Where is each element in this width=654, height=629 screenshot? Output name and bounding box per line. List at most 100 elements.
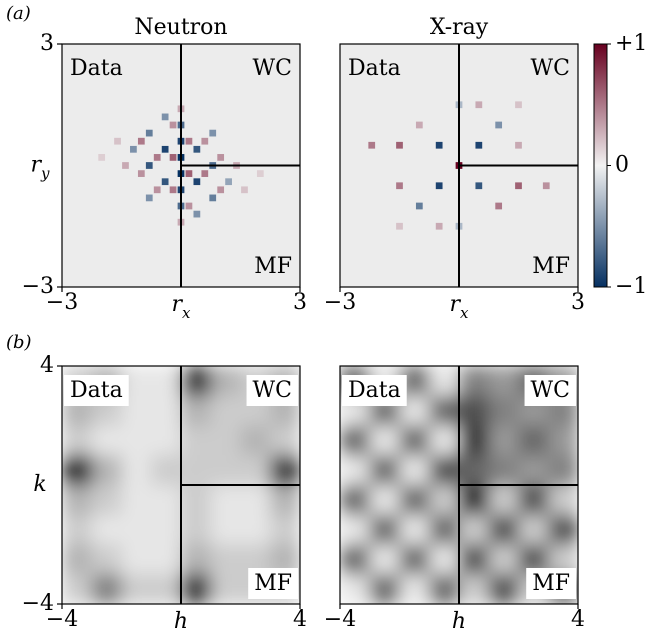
- spot: [169, 121, 177, 129]
- cell: [151, 544, 182, 575]
- cell: [369, 455, 400, 486]
- spot: [475, 182, 483, 190]
- label-part: y: [40, 165, 50, 183]
- spot: [435, 222, 443, 230]
- plot-frame: [61, 365, 301, 605]
- y-axis-label: k: [33, 472, 46, 497]
- cell: [548, 514, 578, 545]
- annotation: MF: [532, 571, 570, 596]
- spot: [114, 137, 121, 145]
- cell: [488, 395, 519, 426]
- cell: [340, 425, 371, 456]
- cell: [62, 514, 93, 545]
- cell: [210, 514, 241, 545]
- cell: [399, 455, 430, 486]
- plot-frame: [61, 43, 301, 288]
- spot: [193, 145, 201, 153]
- cell: [181, 425, 212, 456]
- spot: [495, 121, 503, 129]
- label-part: x: [182, 304, 191, 322]
- spot: [185, 170, 193, 177]
- x-tick-label: 3: [571, 290, 585, 315]
- cell: [340, 574, 371, 604]
- y-tick-label: 3: [40, 31, 54, 56]
- colorbar-tick-label: 0: [615, 153, 629, 178]
- cell: [151, 425, 182, 456]
- x-tick-label: 4: [571, 607, 585, 629]
- cell: [121, 544, 152, 575]
- cell: [459, 366, 490, 397]
- cell: [340, 544, 371, 575]
- cell: [548, 485, 578, 516]
- cell: [181, 485, 212, 516]
- cell: [181, 395, 212, 426]
- cell: [518, 425, 549, 456]
- y-tick-label: −4: [22, 591, 54, 616]
- cell: [340, 455, 371, 486]
- label-part: r: [172, 292, 184, 317]
- spot: [137, 170, 145, 177]
- cell: [459, 514, 490, 545]
- cell: [181, 544, 212, 575]
- spot: [153, 154, 161, 161]
- cell: [369, 574, 400, 604]
- spot: [515, 182, 522, 190]
- cell: [91, 574, 122, 604]
- x-tick-label: 4: [293, 607, 307, 629]
- spot: [217, 154, 225, 161]
- cell: [429, 544, 460, 575]
- cell: [340, 485, 371, 516]
- colorbar-tick-label: −1: [615, 274, 647, 299]
- cell: [488, 544, 519, 575]
- annotation: Data: [348, 378, 401, 403]
- x-tick-label: −4: [46, 607, 78, 629]
- cell: [518, 455, 549, 486]
- cell: [429, 395, 460, 426]
- spot: [98, 154, 106, 161]
- spot: [209, 194, 217, 202]
- cell: [270, 485, 300, 516]
- cell: [488, 485, 519, 516]
- cell: [270, 455, 300, 486]
- image: [340, 366, 578, 604]
- label-part: h: [174, 609, 188, 629]
- x-tick-label: −4: [324, 607, 356, 629]
- spot: [122, 162, 129, 169]
- cell: [210, 455, 241, 486]
- cell: [121, 455, 152, 486]
- cell: [399, 485, 430, 516]
- annotation: WC: [253, 56, 292, 81]
- cell: [369, 514, 400, 545]
- spot: [161, 113, 169, 121]
- annotation: MF: [254, 571, 292, 596]
- cell: [151, 514, 182, 545]
- spot: [225, 178, 232, 186]
- x-axis-label: rx: [450, 292, 470, 322]
- cell: [429, 574, 460, 604]
- annotation-background: [248, 568, 298, 599]
- cell: [459, 395, 490, 426]
- cell: [488, 455, 519, 486]
- cell: [91, 455, 122, 486]
- annotation-background: [64, 375, 129, 406]
- cell: [210, 395, 241, 426]
- image: [62, 366, 300, 604]
- x-axis-label: rx: [172, 292, 192, 322]
- panel-label: (b): [6, 332, 32, 353]
- spot: [201, 137, 209, 145]
- cell: [210, 366, 241, 397]
- spot: [217, 186, 225, 194]
- cell: [369, 485, 400, 516]
- spot: [185, 202, 193, 210]
- plot-frame: [339, 365, 579, 605]
- label-part: r: [30, 153, 42, 178]
- plot-area: [62, 44, 300, 287]
- cell: [121, 425, 152, 456]
- spot: [475, 101, 483, 109]
- cell: [91, 485, 122, 516]
- colorbar-tick-label: +1: [615, 31, 647, 56]
- y-tick-label: −3: [22, 274, 54, 299]
- cell: [181, 366, 212, 397]
- spot: [241, 186, 248, 194]
